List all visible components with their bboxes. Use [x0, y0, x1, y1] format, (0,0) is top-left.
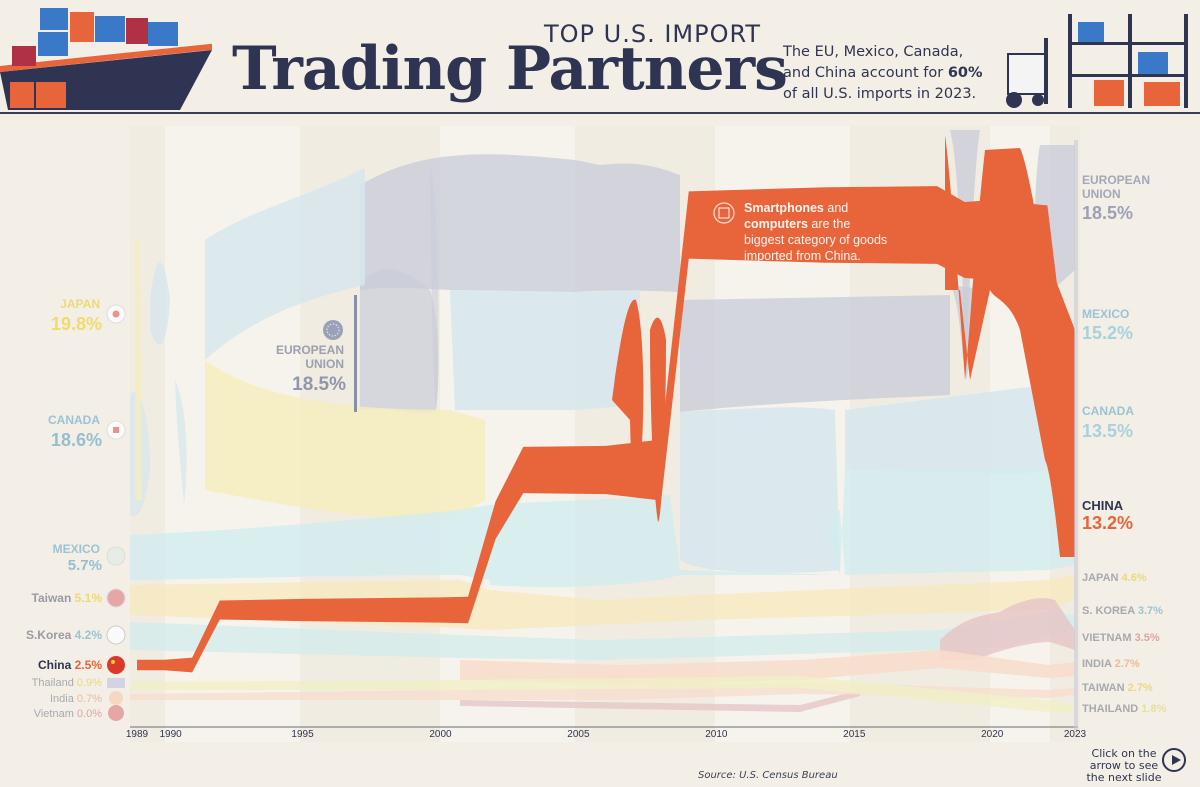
japan-flag-dot	[112, 310, 120, 318]
start-label-vietnam-name: Vietnam 0.0%	[34, 708, 103, 720]
china-flag-icon	[107, 656, 125, 674]
eu-label: EUROPEAN UNION 18.5%	[276, 320, 346, 395]
series-band-eu	[680, 295, 950, 412]
next-slide-hint: Click on the arrow to see the next slide	[1086, 747, 1162, 784]
series-band-china-wiggle	[612, 299, 644, 498]
canada-flag-leaf	[113, 427, 119, 433]
series-band-china-wiggle	[945, 135, 1075, 557]
end-label-japan: JAPAN 4.6%	[1082, 572, 1147, 584]
chip-icon	[713, 202, 735, 224]
mexico-flag-icon	[106, 546, 126, 566]
header: TOP U.S. IMPORT Trading Partners The EU,…	[0, 0, 1200, 114]
end-label-taiwan: TAIWAN 2.7%	[1082, 682, 1153, 694]
start-label-india-name: India 0.7%	[50, 693, 102, 705]
source-note: Source: U.S. Census Bureau	[698, 770, 838, 781]
annotation-text-line3: biggest category of goods	[744, 233, 887, 247]
annotation-text: Smartphones and	[744, 201, 848, 215]
x-tick-2015: 2015	[843, 729, 866, 740]
start-label-mexico-name: MEXICO	[53, 542, 100, 556]
series-band-eu	[430, 165, 439, 410]
x-tick-1995: 1995	[291, 729, 314, 740]
end-label-canada-value: 13.5%	[1082, 421, 1133, 441]
taiwan-flag-icon	[106, 588, 126, 608]
series-band-canada	[845, 380, 1075, 475]
start-label-taiwan-name: Taiwan 5.1%	[32, 591, 103, 605]
end-label-skorea: S. KOREA 3.7%	[1082, 605, 1163, 617]
series-band-vietnam	[940, 598, 1075, 660]
series-band-eu	[360, 268, 439, 414]
x-axis-ticks: 1989 1990 1995 2000 2005 2010 2015 2020 2023	[126, 729, 1087, 740]
series-band-mexico	[130, 505, 490, 580]
start-label-japan-value: 19.8%	[51, 314, 102, 334]
start-label-canada-name: CANADA	[48, 413, 100, 427]
series-band-thailand	[130, 676, 1075, 712]
subtitle: The EU, Mexico, Canada, and China accoun…	[783, 44, 983, 102]
x-tick-1989: 1989	[126, 729, 149, 740]
forklift-warehouse-icon	[1006, 14, 1188, 108]
end-label-eu-name: EUROPEAN UNION	[1082, 173, 1150, 201]
end-label-mexico-name: MEXICO	[1082, 307, 1129, 321]
series-band-india	[460, 650, 1075, 685]
cargo-ship-icon	[0, 8, 212, 110]
start-label-japan-name: JAPAN	[60, 297, 100, 311]
series-band-japan-yellow	[205, 360, 485, 520]
end-label-eu-value: 18.5%	[1082, 203, 1133, 223]
series-band-japan	[205, 168, 365, 360]
eu-flag-icon	[323, 320, 343, 340]
vietnam-flag-icon	[108, 705, 124, 721]
x-tick-1990: 1990	[159, 729, 182, 740]
series-band-mexico	[490, 470, 1075, 587]
series-band-canada	[175, 380, 187, 505]
series-band-canada	[450, 290, 640, 410]
start-label-canada-value: 18.6%	[51, 430, 102, 450]
end-label-india: INDIA 2.7%	[1082, 658, 1140, 670]
eu-label-name: EUROPEAN UNION	[276, 343, 344, 371]
series-band-canada	[680, 407, 840, 573]
skorea-flag-icon	[106, 625, 126, 645]
series-band-japan	[150, 262, 170, 345]
end-label-china-value: 13.2%	[1082, 513, 1133, 533]
start-label-thailand-name: Thailand 0.9%	[32, 677, 103, 689]
thailand-flag-icon	[107, 678, 125, 688]
x-tick-2020: 2020	[981, 729, 1004, 740]
eu-label-value: 18.5%	[292, 374, 346, 395]
annotation-text-line2: computers are the	[744, 217, 850, 231]
start-labels: JAPAN 19.8% CANADA 18.6% MEXICO 5.7% Tai…	[26, 297, 126, 721]
streamgraph-chart: 1989 1990 1995 2000 2005 2010 2015 2020 2023 JAP…	[26, 126, 1167, 742]
end-label-canada-name: CANADA	[1082, 404, 1134, 418]
end-labels: EUROPEAN UNION 18.5% MEXICO 15.2% CANADA …	[1082, 173, 1167, 715]
supertitle: TOP U.S. IMPORT	[544, 20, 762, 48]
eu-flag-stars	[326, 323, 340, 337]
end-axis-bar	[1074, 140, 1078, 730]
next-arrow-button[interactable]	[1162, 748, 1186, 772]
eu-marker-bar	[354, 295, 357, 412]
x-tick-2005: 2005	[567, 729, 590, 740]
annotation-china: Smartphones and computers are the bigges…	[713, 201, 887, 263]
series-band-china-wiggle	[650, 317, 666, 522]
series-band-eu	[360, 154, 680, 292]
start-label-skorea-name: S.Korea 4.2%	[26, 628, 102, 642]
series-band-japan-yellow	[135, 240, 142, 500]
page-title: Trading Partners	[232, 34, 788, 104]
series-band-skorea	[130, 612, 1075, 660]
end-label-thailand: THAILAND 1.8%	[1082, 703, 1167, 715]
end-label-vietnam: VIETNAM 3.5%	[1082, 632, 1160, 644]
india-flag-icon	[109, 691, 123, 705]
series-band-vietnam	[460, 690, 860, 712]
x-tick-2000: 2000	[429, 729, 452, 740]
start-label-mexico-value: 5.7%	[68, 557, 102, 574]
china-flag-star	[111, 660, 115, 664]
end-label-mexico-value: 15.2%	[1082, 323, 1133, 343]
start-label-china-name: China 2.5%	[38, 658, 102, 672]
x-tick-2010: 2010	[705, 729, 728, 740]
chip-icon-core	[718, 207, 730, 219]
x-tick-2023: 2023	[1064, 729, 1087, 740]
annotation-text-line4: imported from China.	[744, 249, 861, 263]
end-label-china-name: CHINA	[1082, 498, 1124, 513]
